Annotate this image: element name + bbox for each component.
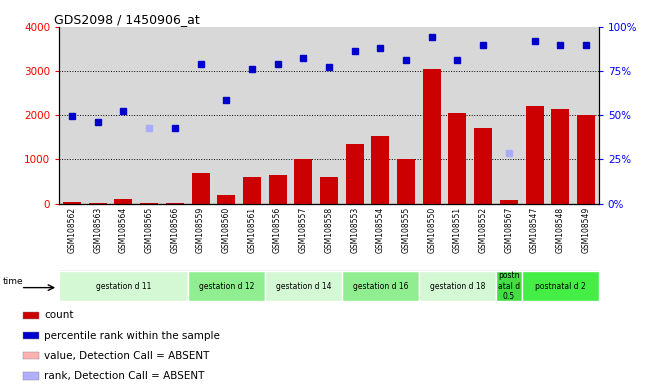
Text: postnatal d 2: postnatal d 2	[535, 281, 586, 291]
Bar	[294, 159, 313, 204]
Text: GSM108552: GSM108552	[478, 207, 488, 253]
Text: GSM108561: GSM108561	[247, 207, 257, 253]
Text: time: time	[3, 277, 24, 286]
Text: gestation d 18: gestation d 18	[430, 281, 485, 291]
Bar	[59, 271, 188, 301]
Bar	[345, 144, 364, 204]
Text: GSM108555: GSM108555	[401, 207, 411, 253]
Text: GSM108551: GSM108551	[453, 207, 462, 253]
Bar	[397, 159, 415, 204]
Bar	[522, 271, 599, 301]
Text: gestation d 11: gestation d 11	[96, 281, 151, 291]
Bar	[140, 203, 158, 204]
Bar	[23, 332, 39, 339]
Bar	[551, 109, 569, 204]
Text: GSM108556: GSM108556	[273, 207, 282, 253]
Bar	[577, 115, 595, 204]
Bar	[449, 113, 467, 204]
Bar	[166, 203, 184, 204]
Bar	[89, 203, 107, 204]
Text: gestation d 12: gestation d 12	[199, 281, 254, 291]
Text: GDS2098 / 1450906_at: GDS2098 / 1450906_at	[54, 13, 199, 26]
Bar	[268, 175, 287, 204]
Text: count: count	[44, 310, 74, 321]
Bar	[526, 106, 544, 204]
Text: GSM108548: GSM108548	[556, 207, 565, 253]
Bar	[23, 352, 39, 359]
Text: GSM108567: GSM108567	[504, 207, 513, 253]
Text: GSM108554: GSM108554	[376, 207, 385, 253]
Bar	[419, 271, 496, 301]
Text: GSM108566: GSM108566	[170, 207, 180, 253]
Bar	[243, 177, 261, 204]
Bar	[188, 271, 265, 301]
Text: postn
atal d
0.5: postn atal d 0.5	[498, 271, 520, 301]
Text: GSM108557: GSM108557	[299, 207, 308, 253]
Text: GSM108564: GSM108564	[119, 207, 128, 253]
Text: value, Detection Call = ABSENT: value, Detection Call = ABSENT	[44, 351, 209, 361]
Text: GSM108547: GSM108547	[530, 207, 539, 253]
Bar	[423, 69, 441, 204]
Bar	[63, 202, 81, 204]
Text: GSM108559: GSM108559	[196, 207, 205, 253]
Bar	[496, 271, 522, 301]
Text: percentile rank within the sample: percentile rank within the sample	[44, 331, 220, 341]
Text: GSM108565: GSM108565	[145, 207, 154, 253]
Bar	[23, 312, 39, 319]
Text: GSM108550: GSM108550	[427, 207, 436, 253]
Bar	[23, 372, 39, 379]
Text: GSM108558: GSM108558	[324, 207, 334, 253]
Text: GSM108553: GSM108553	[350, 207, 359, 253]
Text: rank, Detection Call = ABSENT: rank, Detection Call = ABSENT	[44, 371, 205, 381]
Text: gestation d 14: gestation d 14	[276, 281, 331, 291]
Bar	[114, 199, 132, 204]
Bar	[342, 271, 419, 301]
Bar	[474, 128, 492, 204]
Bar	[371, 136, 390, 204]
Text: GSM108562: GSM108562	[68, 207, 76, 253]
Bar	[320, 177, 338, 204]
Text: GSM108549: GSM108549	[582, 207, 590, 253]
Bar	[500, 200, 518, 204]
Bar	[191, 173, 209, 204]
Text: GSM108563: GSM108563	[93, 207, 102, 253]
Bar	[217, 195, 235, 204]
Text: GSM108560: GSM108560	[222, 207, 231, 253]
Text: gestation d 16: gestation d 16	[353, 281, 408, 291]
Bar	[265, 271, 342, 301]
